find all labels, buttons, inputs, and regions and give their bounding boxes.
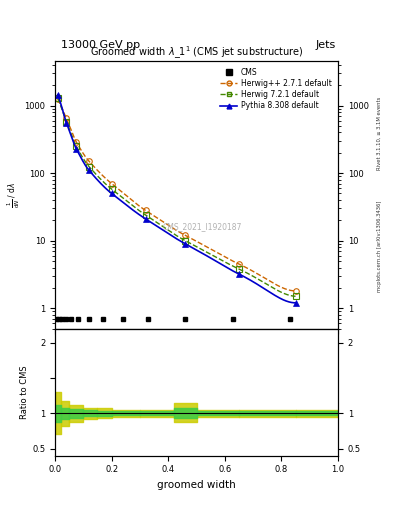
Text: Jets: Jets bbox=[316, 40, 336, 50]
Text: Rivet 3.1.10, ≥ 3.1M events: Rivet 3.1.10, ≥ 3.1M events bbox=[377, 96, 382, 170]
Text: 13000 GeV pp: 13000 GeV pp bbox=[61, 40, 140, 50]
X-axis label: groomed width: groomed width bbox=[157, 480, 236, 490]
Y-axis label: $\frac{1}{\mathrm{d}N}$ / $\mathrm{d}p_\mathrm{T}$
$\frac{1}{\mathrm{d}N}$ / $\m: $\frac{1}{\mathrm{d}N}$ / $\mathrm{d}p_\… bbox=[0, 180, 22, 210]
Legend: CMS, Herwig++ 2.7.1 default, Herwig 7.2.1 default, Pythia 8.308 default: CMS, Herwig++ 2.7.1 default, Herwig 7.2.… bbox=[218, 65, 334, 113]
Text: mcplots.cern.ch [arXiv:1306.3436]: mcplots.cern.ch [arXiv:1306.3436] bbox=[377, 200, 382, 291]
Y-axis label: Ratio to CMS: Ratio to CMS bbox=[20, 365, 29, 419]
Title: Groomed width $\lambda\_1^1$ (CMS jet substructure): Groomed width $\lambda\_1^1$ (CMS jet su… bbox=[90, 45, 303, 61]
Text: CMS_2021_I1920187: CMS_2021_I1920187 bbox=[162, 223, 242, 231]
